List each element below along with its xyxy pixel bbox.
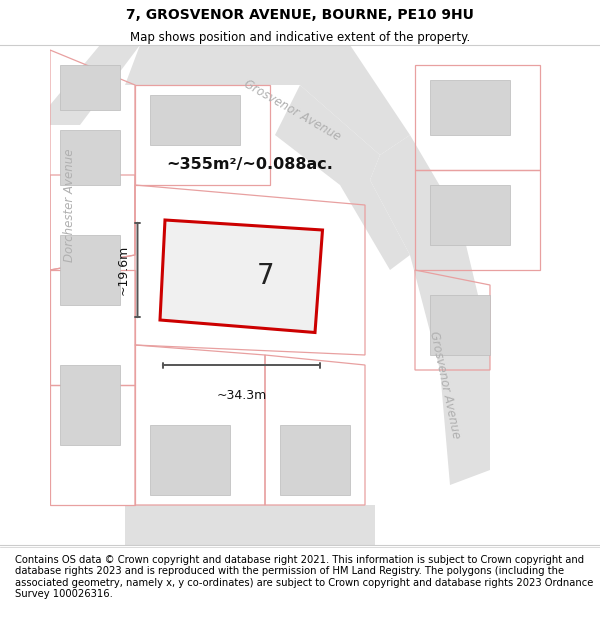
Polygon shape	[60, 130, 120, 185]
Text: 7: 7	[257, 262, 274, 289]
Polygon shape	[430, 185, 510, 245]
Polygon shape	[125, 505, 375, 545]
Text: Contains OS data © Crown copyright and database right 2021. This information is : Contains OS data © Crown copyright and d…	[15, 554, 593, 599]
Polygon shape	[50, 45, 140, 125]
Polygon shape	[125, 45, 410, 155]
Polygon shape	[430, 80, 510, 135]
Polygon shape	[60, 65, 120, 110]
Polygon shape	[280, 425, 350, 495]
Polygon shape	[150, 95, 240, 145]
Text: 7, GROSVENOR AVENUE, BOURNE, PE10 9HU: 7, GROSVENOR AVENUE, BOURNE, PE10 9HU	[126, 8, 474, 22]
Text: ~34.3m: ~34.3m	[216, 389, 266, 402]
Polygon shape	[60, 365, 120, 445]
Polygon shape	[430, 295, 490, 355]
Text: Map shows position and indicative extent of the property.: Map shows position and indicative extent…	[130, 31, 470, 44]
Polygon shape	[150, 425, 230, 495]
Text: ~355m²/~0.088ac.: ~355m²/~0.088ac.	[167, 158, 334, 172]
Polygon shape	[60, 235, 120, 305]
Polygon shape	[370, 135, 490, 485]
Text: Grosvenor Avenue: Grosvenor Avenue	[427, 330, 463, 440]
Text: Dorchester Avenue: Dorchester Avenue	[64, 148, 76, 262]
Polygon shape	[275, 85, 410, 270]
Text: Grosvenor Avenue: Grosvenor Avenue	[242, 77, 343, 143]
Polygon shape	[160, 220, 323, 332]
Text: ~19.6m: ~19.6m	[117, 245, 130, 295]
